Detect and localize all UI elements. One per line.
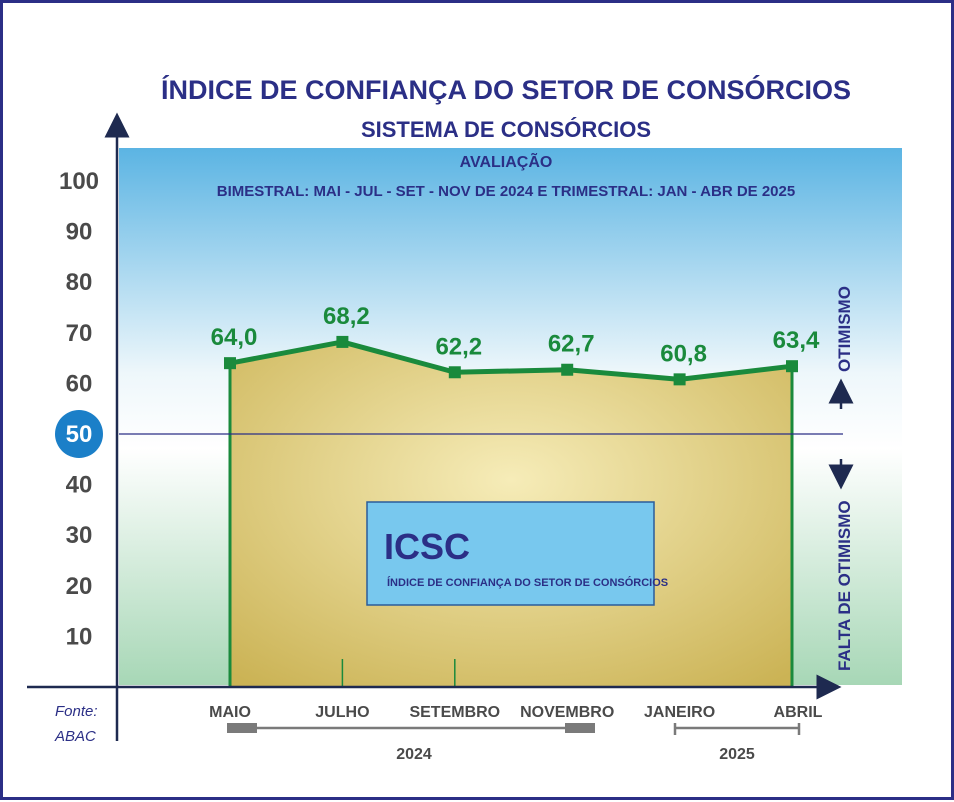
optimism-label: OTIMISMO [835,286,854,372]
year-label-2025: 2025 [719,746,755,763]
data-label: 64,0 [211,324,258,351]
x-tick-label: MAIO [209,704,251,721]
source-label: Fonte: [55,703,98,720]
x-tick-labels: MAIO JULHO SETEMBRO NOVEMBRO JANEIRO ABRIL [209,704,823,721]
data-point [448,366,461,379]
evaluation-period: BIMESTRAL: MAI - JUL - SET - NOV DE 2024… [217,183,795,200]
legend-box [366,501,655,606]
lack-of-optimism-label: FALTA DE OTIMISMO [835,500,854,671]
legend-description: ÍNDICE DE CONFIANÇA DO SETOR DE CONSÓRCI… [387,576,668,589]
year-bracket-2024 [227,723,595,733]
highlight-circle-50 [55,410,103,458]
x-tick-label: NOVEMBRO [520,704,614,721]
data-label: 62,7 [548,331,595,358]
data-point [336,335,349,348]
legend-acronym: ICSC [384,526,470,567]
markers [224,335,798,386]
year-label-2024: 2024 [396,746,432,763]
data-labels: 64,0 68,2 62,2 62,7 60,8 63,4 [211,303,820,367]
data-label: 63,4 [773,327,820,354]
y-tick-label: 20 [66,573,93,600]
y-tick-label: 60 [66,370,93,397]
y-tick-label: 70 [66,320,93,347]
source-value: ABAC [54,728,96,745]
year-bracket-2025 [673,723,801,735]
data-label: 60,8 [660,340,707,367]
data-label: 62,2 [435,333,482,360]
y-tick-label: 50 [66,421,93,448]
y-tick-label: 30 [66,522,93,549]
x-tick-label: ABRIL [774,704,823,721]
x-tick-label: SETEMBRO [409,704,500,721]
y-tick-label: 90 [66,219,93,246]
data-point [561,363,574,376]
chart-title: ÍNDICE DE CONFIANÇA DO SETOR DE CONSÓRCI… [161,74,851,105]
x-tick-label: JULHO [315,704,369,721]
data-point [673,373,686,386]
x-tick-label: JANEIRO [644,704,715,721]
chart-subtitle: SISTEMA DE CONSÓRCIOS [361,117,651,142]
y-tick-label: 40 [66,472,93,499]
series-line [229,339,793,382]
y-tick-label: 10 [66,623,93,650]
evaluation-heading: AVALIAÇÃO [460,151,553,171]
data-label: 68,2 [323,303,370,330]
drop-lines [228,363,794,687]
y-tick-labels: 10 20 30 40 50 60 70 80 90 100 [59,168,99,650]
chart: ÍNDICE DE CONFIANÇA DO SETOR DE CONSÓRCI… [27,74,902,763]
y-tick-label: 100 [59,168,99,195]
data-point [786,360,798,373]
y-tick-label: 80 [66,269,93,296]
data-point [224,357,236,370]
